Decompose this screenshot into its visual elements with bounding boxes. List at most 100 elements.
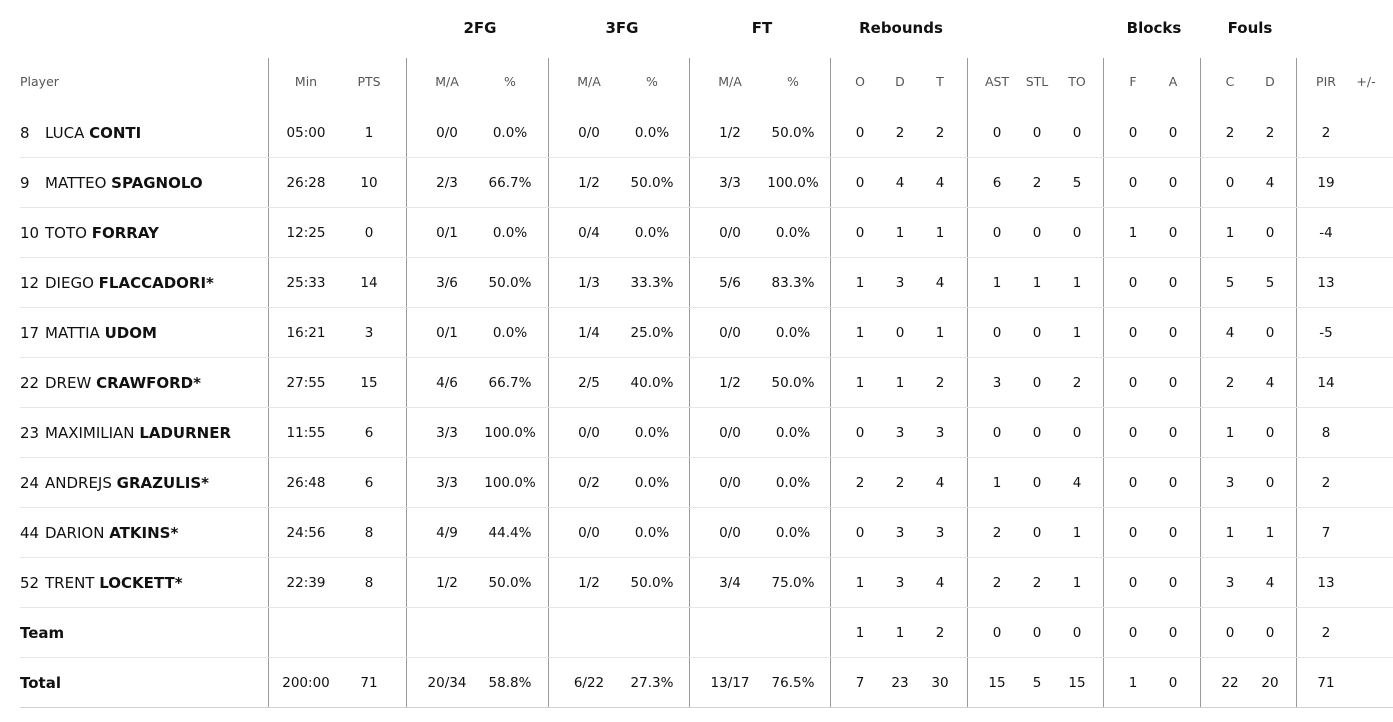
cell-fg3-ma: 0/0: [578, 525, 600, 541]
cell-fg2-ma: 20/34: [427, 675, 467, 691]
cell-ft-pct: 0.0%: [775, 225, 811, 241]
col-header-ft-pct[interactable]: %: [787, 74, 799, 89]
first-name: DREW: [45, 374, 92, 392]
cell-foul-c: 22: [1221, 675, 1239, 691]
player-name[interactable]: 17 MATTIA UDOM: [20, 308, 157, 358]
col-header-to[interactable]: TO: [1068, 74, 1086, 89]
cell-fg3-pct: 0.0%: [634, 475, 670, 491]
cell-to: 5: [1072, 175, 1082, 191]
player-name[interactable]: 10 TOTO FORRAY: [20, 208, 159, 258]
cell-stl: 5: [1032, 675, 1042, 691]
cell-pm: [1331, 208, 1393, 258]
player-name[interactable]: 12 DIEGO FLACCADORI*: [20, 258, 214, 308]
cell-fg3-pct: 0.0%: [634, 525, 670, 541]
cell-reb-t: 3: [935, 425, 945, 441]
player-name[interactable]: 44 DARION ATKINS*: [20, 508, 178, 558]
cell-pm: [1331, 458, 1393, 508]
cell-reb-t: 4: [935, 275, 945, 291]
col-header-reb-o[interactable]: O: [855, 74, 865, 89]
cell-pm: [1331, 408, 1393, 458]
player-name[interactable]: 52 TRENT LOCKETT*: [20, 558, 183, 608]
starter-mark: *: [193, 374, 201, 392]
cell-reb-d: 2: [895, 475, 905, 491]
cell-ft-pct: 0.0%: [775, 325, 811, 341]
cell-stl: 0: [1032, 425, 1042, 441]
col-header-ft-ma[interactable]: M/A: [718, 74, 742, 89]
col-header-reb-t[interactable]: T: [936, 74, 944, 89]
cell-blk-a: 0: [1168, 575, 1178, 591]
cell-fg3-ma: 1/2: [578, 175, 600, 191]
jersey-number: 10: [20, 224, 40, 242]
jersey-number: 8: [20, 124, 30, 142]
cell-ast: 2: [992, 575, 1002, 591]
cell-ast: 1: [992, 475, 1002, 491]
cell-reb-d: 0: [895, 325, 905, 341]
cell-fg3-pct: 0.0%: [634, 125, 670, 141]
cell-fg3-pct: 50.0%: [630, 175, 674, 191]
cell-foul-d: 4: [1265, 175, 1275, 191]
cell-to: 15: [1068, 675, 1086, 691]
cell-fg3-pct: 33.3%: [630, 275, 674, 291]
player-name[interactable]: 23 MAXIMILIAN LADURNER: [20, 408, 231, 458]
cell-foul-d: 4: [1265, 575, 1275, 591]
first-name: LUCA: [45, 124, 85, 142]
col-header-reb-d[interactable]: D: [895, 74, 905, 89]
col-header-pts[interactable]: PTS: [357, 74, 381, 89]
col-header-ast[interactable]: AST: [984, 74, 1010, 89]
col-header-foul-d[interactable]: D: [1265, 74, 1275, 89]
col-header-blk-f[interactable]: F: [1129, 74, 1137, 89]
cell-foul-d: 5: [1265, 275, 1275, 291]
col-header-fg2-pct[interactable]: %: [504, 74, 516, 89]
cell-foul-d: 0: [1265, 475, 1275, 491]
group-header-rebounds: Rebounds: [859, 19, 943, 37]
cell-min: 25:33: [286, 275, 326, 291]
table-row: 44 DARION ATKINS* 24:56 8 4/9 44.4% 0/0 0.0% 0/0…: [0, 508, 1393, 558]
cell-reb-o: 1: [855, 625, 865, 641]
cell-fg3-ma: 0/0: [578, 125, 600, 141]
col-header-fg3-pct[interactable]: %: [646, 74, 658, 89]
cell-ft-ma: 13/17: [710, 675, 750, 691]
cell-ft-ma: 0/0: [719, 425, 741, 441]
column-divider: [689, 58, 690, 708]
cell-ft-pct: 0.0%: [775, 525, 811, 541]
col-header-fg3-ma[interactable]: M/A: [577, 74, 601, 89]
cell-pts: 6: [364, 475, 374, 491]
cell-fg2-ma: 3/3: [436, 475, 458, 491]
cell-ast: 0: [992, 425, 1002, 441]
cell-foul-c: 0: [1225, 625, 1235, 641]
cell-pts: 3: [364, 325, 374, 341]
col-header-pir[interactable]: PIR: [1316, 74, 1336, 89]
col-header-foul-c[interactable]: C: [1225, 74, 1235, 89]
team-label: Team: [20, 624, 65, 642]
cell-foul-c: 3: [1225, 475, 1235, 491]
player-name[interactable]: 22 DREW CRAWFORD*: [20, 358, 201, 408]
col-header-blk-a[interactable]: A: [1168, 74, 1178, 89]
cell-pir: 8: [1321, 425, 1331, 441]
cell-blk-f: 1: [1128, 225, 1138, 241]
cell-fg3-pct: 0.0%: [634, 425, 670, 441]
cell-fg2-ma: [412, 608, 482, 658]
cell-pir: -4: [1319, 225, 1333, 241]
cell-fg2-pct: 66.7%: [488, 375, 532, 391]
col-header-min[interactable]: Min: [294, 74, 318, 89]
cell-foul-c: 1: [1225, 525, 1235, 541]
col-header-pm[interactable]: +/-: [1356, 74, 1376, 89]
player-name[interactable]: 24 ANDREJS GRAZULIS*: [20, 458, 209, 508]
cell-ast: 3: [992, 375, 1002, 391]
col-header-fg2-ma[interactable]: M/A: [435, 74, 459, 89]
col-header-stl[interactable]: STL: [1025, 74, 1049, 89]
cell-foul-d: 20: [1261, 675, 1279, 691]
player-name[interactable]: 9 MATTEO SPAGNOLO: [20, 158, 203, 208]
cell-ft-ma: 5/6: [719, 275, 741, 291]
player-name[interactable]: 8 LUCA CONTI: [20, 108, 141, 158]
cell-foul-d: 2: [1265, 125, 1275, 141]
starter-mark: *: [174, 574, 183, 592]
table-row: 24 ANDREJS GRAZULIS* 26:48 6 3/3 100.0% 0/2 0.0…: [0, 458, 1393, 508]
cell-reb-d: 3: [895, 525, 905, 541]
column-divider: [830, 58, 831, 708]
row-divider: [20, 257, 1393, 258]
cell-pts: 14: [360, 275, 378, 291]
player-header: Player: [20, 74, 59, 89]
table-row: 23 MAXIMILIAN LADURNER 11:55 6 3/3 100.0% 0/0 0…: [0, 408, 1393, 458]
cell-blk-a: 0: [1168, 375, 1178, 391]
